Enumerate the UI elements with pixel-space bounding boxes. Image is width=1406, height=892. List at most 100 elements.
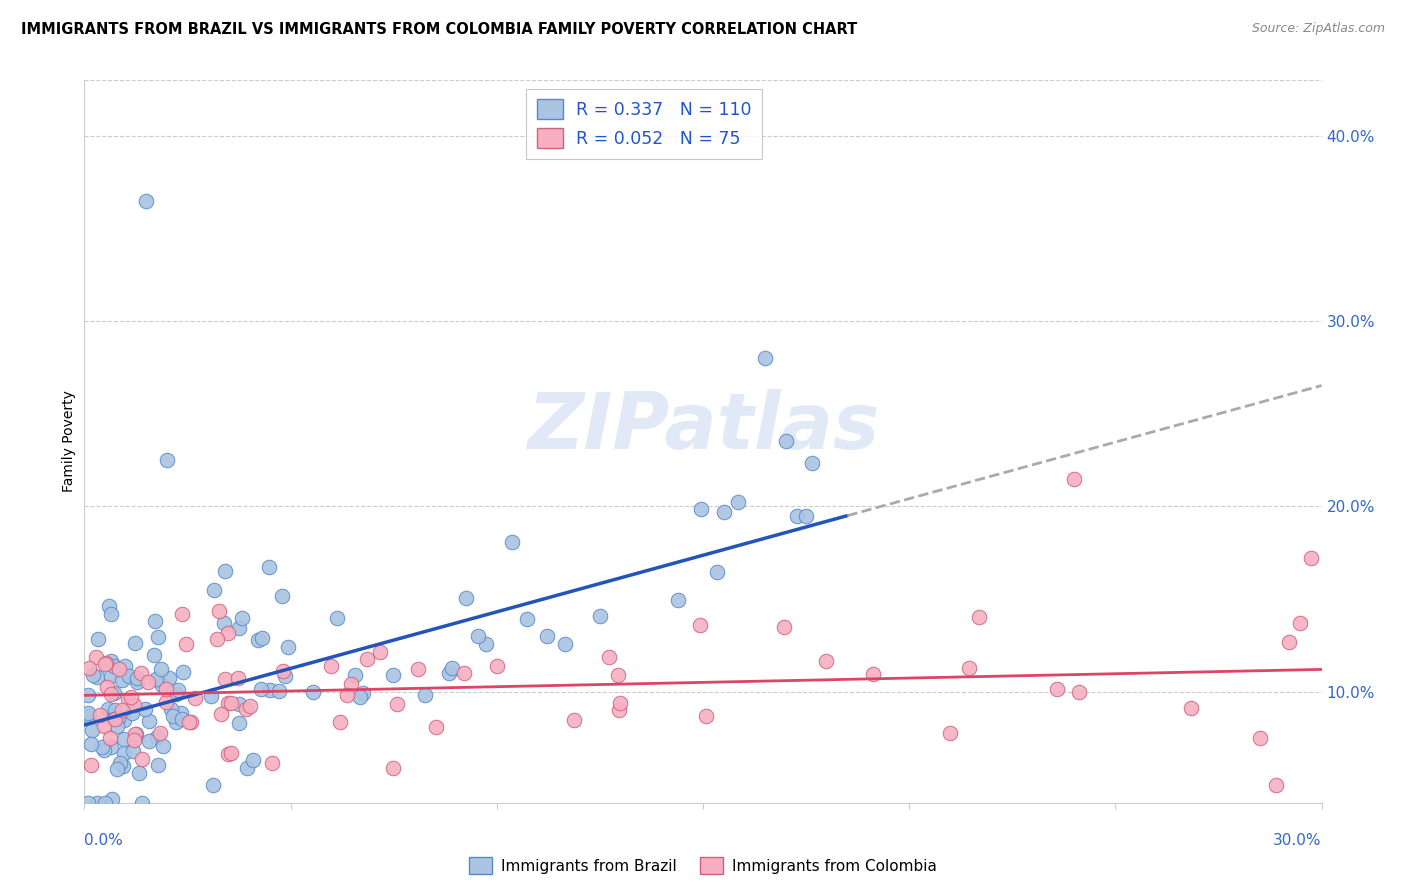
Point [93, 719, 115, 733]
Point [212, 616, 235, 631]
Point [800, 456, 823, 470]
Point [209, 706, 232, 721]
Point [356, 652, 378, 666]
Point [208, 604, 231, 618]
Point [105, 762, 128, 776]
Point [219, 696, 242, 710]
Point [235, 702, 257, 716]
Point [205, 632, 228, 647]
Y-axis label: Family Poverty: Family Poverty [62, 391, 76, 492]
Point [121, 706, 143, 720]
Point [382, 761, 405, 775]
Point [200, 690, 222, 704]
Point [501, 534, 523, 549]
Point [413, 688, 436, 702]
Point [111, 702, 134, 716]
Point [607, 668, 630, 682]
Point [437, 665, 460, 680]
Point [100, 688, 122, 702]
Point [112, 732, 135, 747]
Point [214, 564, 236, 578]
Point [105, 719, 128, 733]
Point [104, 708, 127, 723]
Point [485, 659, 508, 673]
Point [666, 593, 689, 607]
Point [340, 676, 363, 690]
Point [609, 696, 631, 710]
Text: 30.0%: 30.0% [1274, 833, 1322, 848]
Point [353, 686, 375, 700]
Point [231, 611, 253, 625]
Point [228, 697, 250, 711]
Point [370, 644, 392, 658]
Point [100, 607, 122, 621]
Point [103, 686, 125, 700]
Point [259, 682, 281, 697]
Legend: R = 0.337   N = 110, R = 0.052   N = 75: R = 0.337 N = 110, R = 0.052 N = 75 [526, 89, 762, 159]
Point [152, 739, 174, 753]
Legend: Immigrants from Brazil, Immigrants from Colombia: Immigrants from Brazil, Immigrants from … [463, 851, 943, 880]
Point [773, 620, 796, 634]
Point [155, 695, 177, 709]
Point [329, 714, 352, 729]
Point [114, 658, 136, 673]
Point [155, 682, 177, 697]
Point [143, 614, 166, 628]
Point [122, 744, 145, 758]
Point [274, 669, 297, 683]
Point [124, 727, 146, 741]
Point [862, 666, 884, 681]
Point [145, 672, 167, 686]
Point [87, 632, 110, 647]
Point [145, 730, 167, 744]
Text: 0.0%: 0.0% [84, 833, 124, 848]
Point [138, 734, 160, 748]
Point [794, 508, 817, 523]
Point [159, 671, 181, 685]
Point [239, 698, 262, 713]
Text: IMMIGRANTS FROM BRAZIL VS IMMIGRANTS FROM COLOMBIA FAMILY POVERTY CORRELATION CH: IMMIGRANTS FROM BRAZIL VS IMMIGRANTS FRO… [21, 22, 858, 37]
Point [131, 796, 153, 810]
Point [775, 434, 797, 449]
Point [111, 673, 134, 687]
Point [97, 702, 120, 716]
Point [165, 714, 187, 729]
Point [100, 669, 122, 683]
Point [319, 658, 342, 673]
Point [112, 746, 135, 760]
Point [159, 701, 181, 715]
Point [184, 691, 207, 706]
Point [112, 713, 135, 727]
Point [103, 659, 125, 673]
Point [425, 720, 447, 734]
Point [453, 665, 475, 680]
Point [815, 654, 838, 668]
Point [221, 746, 243, 760]
Point [270, 589, 292, 603]
Point [387, 697, 409, 711]
Point [80, 758, 103, 772]
Point [250, 631, 273, 645]
Point [170, 712, 193, 726]
Point [217, 696, 239, 710]
Point [786, 508, 808, 523]
Point [77, 706, 100, 721]
Point [170, 607, 193, 622]
Point [1265, 778, 1288, 792]
Point [134, 702, 156, 716]
Point [98, 731, 121, 745]
Point [202, 582, 225, 597]
Point [326, 611, 349, 625]
Point [536, 629, 558, 643]
Point [125, 674, 148, 689]
Point [167, 682, 190, 697]
Point [148, 630, 170, 644]
Point [118, 669, 141, 683]
Point [111, 759, 134, 773]
Point [170, 706, 193, 720]
Point [218, 625, 240, 640]
Point [93, 657, 115, 672]
Point [127, 671, 149, 685]
Point [257, 560, 280, 574]
Point [136, 675, 159, 690]
